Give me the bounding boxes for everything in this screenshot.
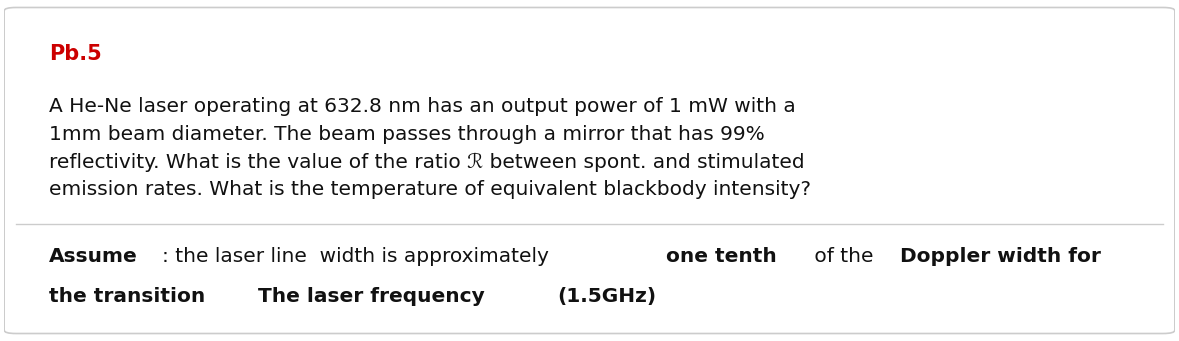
Text: A He-Ne laser operating at 632.8 nm has an output power of 1 mW with a
1mm beam : A He-Ne laser operating at 632.8 nm has … [48, 97, 811, 199]
Text: (1.5GHz): (1.5GHz) [558, 286, 657, 306]
Text: Pb.5: Pb.5 [48, 44, 101, 64]
Text: the transition: the transition [48, 286, 212, 306]
Text: of the: of the [808, 247, 880, 266]
Text: : the laser line  width is approximately: : the laser line width is approximately [163, 247, 555, 266]
FancyBboxPatch shape [5, 8, 1174, 333]
Text: Doppler width for: Doppler width for [901, 247, 1101, 266]
Text: Assume: Assume [48, 247, 138, 266]
Text: one tenth: one tenth [666, 247, 777, 266]
Text: The laser frequency: The laser frequency [258, 286, 492, 306]
